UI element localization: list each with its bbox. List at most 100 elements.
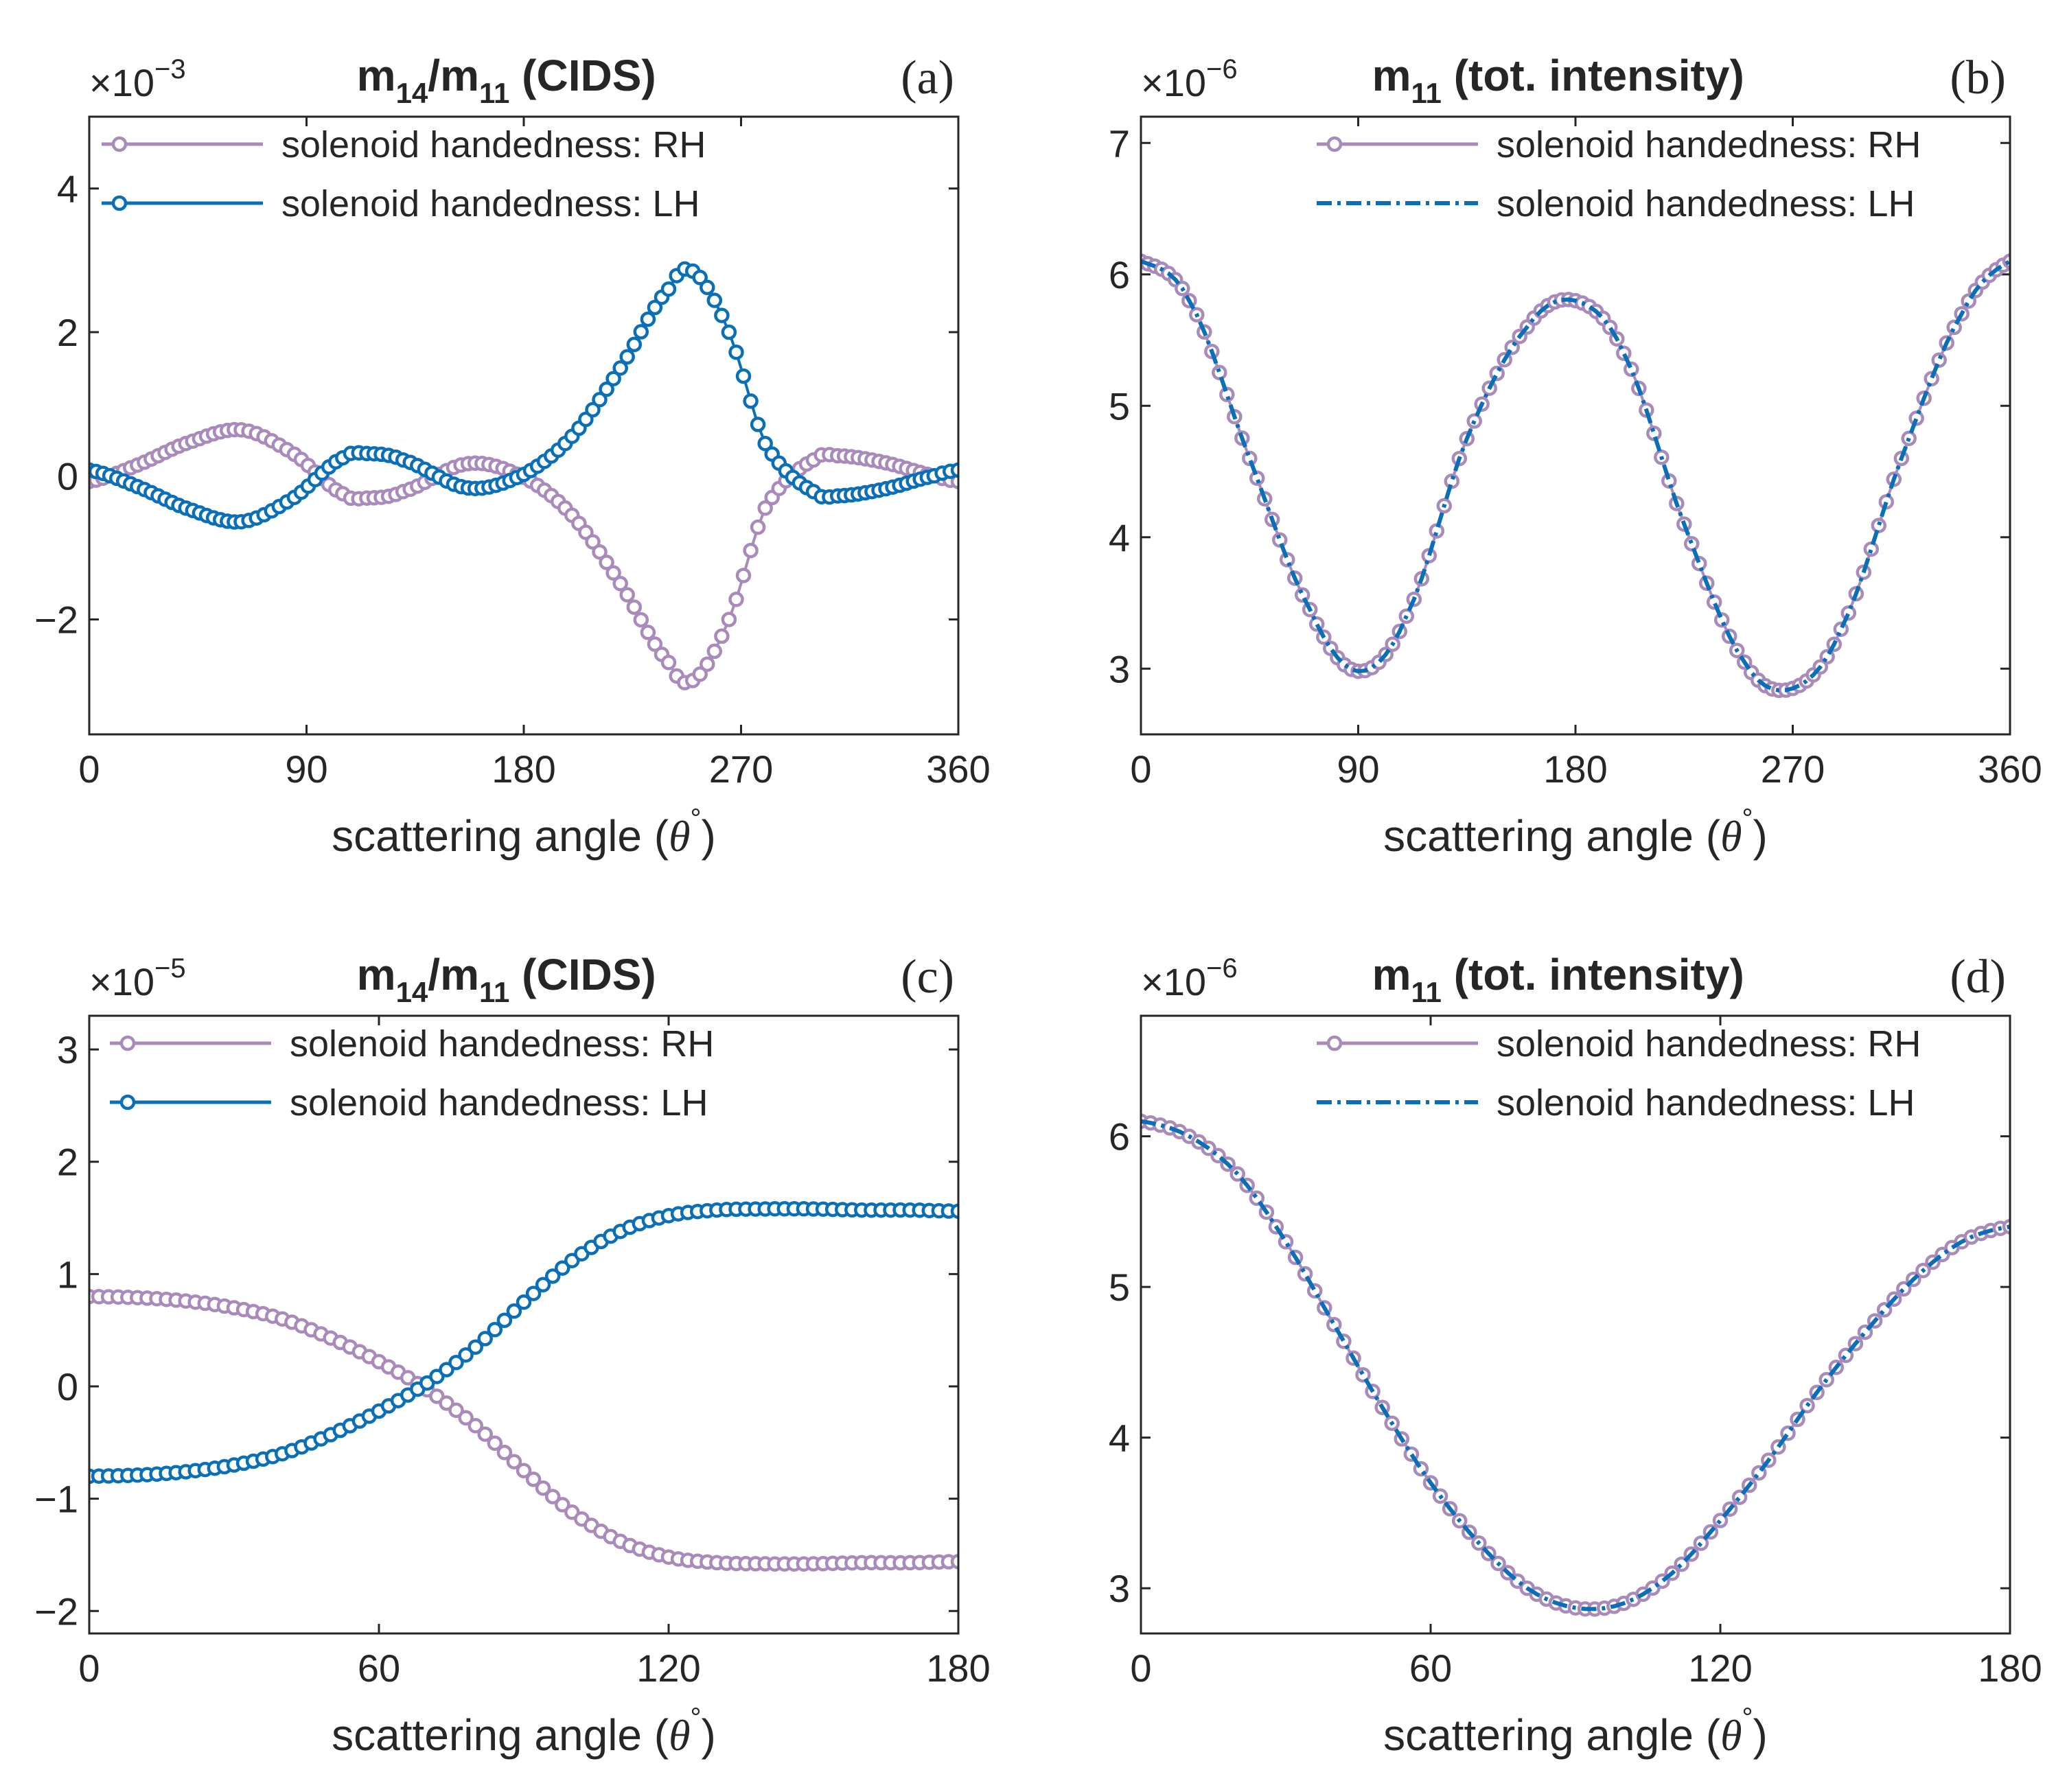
rh-legend-label: solenoid handedness: RH [1497, 124, 1921, 165]
rh-data-point [619, 587, 635, 603]
legend-marker [111, 195, 128, 211]
chart-panel-c: 0 60 120 180 −2 −1 0 1 2 3 ×10−5 m14/m11 (CIDS) (c) s… [34, 950, 991, 1760]
legend: solenoid handedness: RH solenoid handedne… [110, 1023, 714, 1124]
y-tick-label: 6 [1109, 1115, 1130, 1159]
lh-data-point [692, 270, 708, 286]
x-tick-label: 0 [78, 1646, 100, 1690]
lh-data-point [599, 381, 614, 397]
legend: solenoid handedness: RH solenoid handedne… [1317, 124, 1921, 224]
rh-data-point [721, 612, 737, 627]
lh-data-point [950, 462, 958, 478]
rh-data-point [585, 534, 601, 550]
rh-series-line [1141, 259, 2010, 692]
rh-legend-label: solenoid handedness: RH [290, 1023, 714, 1064]
rh-data-point [660, 655, 677, 671]
lh-data-point [757, 435, 773, 452]
y-tick-label: 2 [57, 1141, 78, 1184]
panel-label: (b) [1950, 51, 2006, 104]
lh-data-point [706, 292, 723, 308]
lh-legend-label: solenoid handedness: LH [1497, 1082, 1915, 1124]
rh-legend-label: solenoid handedness: RH [281, 124, 706, 165]
lh-data-point [585, 402, 601, 418]
x-tick-label: 120 [636, 1646, 700, 1690]
lh-data-point [750, 417, 766, 432]
y-tick-label: 4 [1109, 516, 1130, 559]
lh-series-line [89, 1207, 958, 1478]
lh-series-line [1141, 259, 2010, 693]
axes-frame [1140, 115, 2011, 736]
lh-data-point [448, 1354, 464, 1371]
rh-data-point [633, 612, 649, 628]
y-tick-label: 7 [1109, 121, 1130, 165]
rh-data-point [1693, 1535, 1709, 1551]
y-exponent-label: ×10−6 [1141, 54, 1238, 104]
lh-data-point [619, 349, 635, 365]
legend-marker [119, 1094, 136, 1110]
rh-data-point [612, 575, 628, 592]
x-tick-label: 270 [709, 747, 773, 791]
x-axis-label: scattering angle (θ°) [1383, 804, 1768, 861]
lh-data-point [735, 368, 752, 384]
plot-area [89, 1201, 958, 1572]
lh-data-point [633, 324, 649, 340]
y-exponent-label: ×10−5 [89, 953, 186, 1003]
lh-data-point [605, 371, 621, 386]
legend-marker [1326, 1035, 1343, 1051]
x-tick-label: 120 [1688, 1646, 1752, 1690]
rh-data-point [1871, 517, 1887, 533]
panel-label: (a) [901, 51, 954, 104]
rh-data-point [506, 1454, 522, 1469]
x-tick-label: 180 [1543, 747, 1607, 791]
rh-data-point [950, 474, 958, 489]
lh-legend-label: solenoid handedness: LH [281, 183, 700, 224]
lh-series-line [1141, 1119, 2010, 1611]
y-tick-label: 5 [1109, 384, 1130, 428]
lh-data-point [477, 1331, 493, 1347]
axes-frame [1140, 1014, 2011, 1635]
rh-data-point [1712, 1513, 1729, 1528]
x-tick-label: 0 [1130, 747, 1151, 791]
lh-data-point [612, 360, 628, 376]
rh-data-point [592, 544, 608, 560]
chart-title: m11 (tot. intensity) [1372, 950, 1744, 1008]
x-tick-label: 360 [1978, 747, 2042, 791]
plot-area [89, 261, 958, 690]
lh-data-point [535, 1277, 551, 1293]
chart-title: m14/m11 (CIDS) [357, 51, 656, 109]
rh-data-point [467, 1418, 483, 1434]
lh-legend-label: solenoid handedness: LH [1497, 183, 1915, 224]
lh-data-point [728, 344, 744, 360]
y-tick-label: 6 [1109, 253, 1130, 296]
rh-data-point [743, 542, 759, 559]
x-tick-label: 90 [1337, 747, 1379, 791]
y-tick-label: 0 [57, 454, 78, 498]
lh-legend-label: solenoid handedness: LH [290, 1082, 708, 1124]
rh-data-point [692, 666, 708, 682]
rh-data-point [950, 1554, 958, 1570]
chart-title: m14/m11 (CIDS) [357, 950, 656, 1008]
rh-data-point [525, 1471, 542, 1487]
y-tick-label: −2 [34, 598, 78, 642]
lh-data-point [714, 307, 730, 323]
y-tick-label: −2 [34, 1590, 78, 1633]
rh-series-line [89, 1295, 958, 1566]
axes-frame [88, 115, 960, 736]
lh-data-point [592, 392, 608, 408]
lh-data-point [721, 324, 737, 340]
legend: solenoid handedness: RH solenoid handedne… [102, 124, 706, 224]
lh-data-point [660, 281, 677, 297]
lh-data-point [458, 1347, 474, 1363]
rh-data-point [700, 656, 715, 672]
rh-data-point [735, 568, 752, 583]
x-tick-label: 360 [926, 747, 990, 791]
y-tick-label: 0 [57, 1365, 78, 1408]
lh-data-point [516, 1294, 532, 1310]
legend: solenoid handedness: RH solenoid handedne… [1317, 1023, 1921, 1124]
lh-data-point [700, 279, 715, 296]
y-tick-label: 3 [1109, 647, 1130, 690]
rh-data-point [599, 555, 614, 570]
rh-data-point [458, 1410, 474, 1426]
lh-data-point [555, 1260, 570, 1276]
y-tick-label: 3 [1109, 1567, 1130, 1610]
x-tick-label: 180 [492, 747, 555, 791]
